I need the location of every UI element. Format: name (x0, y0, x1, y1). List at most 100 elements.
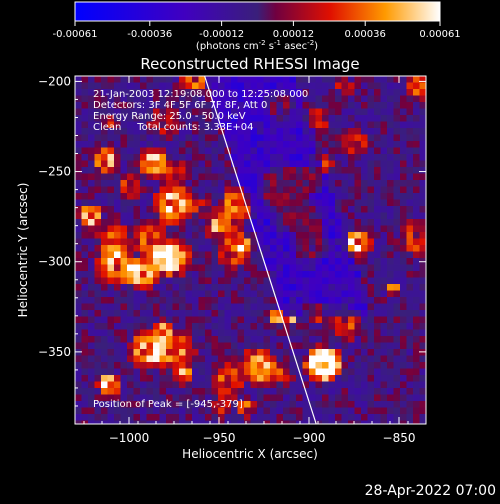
heatmap-cell (75, 180, 82, 187)
heatmap-cell (335, 108, 342, 116)
heatmap-cell (335, 212, 342, 220)
heatmap-cell (140, 76, 147, 83)
heatmap-cell (413, 342, 420, 350)
heatmap-cell (205, 238, 212, 246)
heatmap-cell (114, 212, 121, 220)
heatmap-cell (380, 316, 388, 324)
heatmap-cell (218, 238, 225, 246)
heatmap-cell (296, 258, 303, 265)
heatmap-cell (218, 414, 225, 421)
heatmap-cell (166, 147, 173, 155)
heatmap-cell (192, 290, 199, 298)
heatmap-cell (153, 310, 160, 317)
heatmap-cell (387, 128, 394, 135)
heatmap-cell (309, 102, 316, 109)
heatmap-cell (159, 186, 167, 194)
heatmap-cell (192, 134, 199, 142)
heatmap-cell (328, 349, 336, 356)
heatmap-cell (413, 297, 420, 304)
heatmap-cell (205, 225, 212, 233)
heatmap-cell (322, 407, 329, 415)
heatmap-cell (263, 128, 271, 135)
heatmap-cell (237, 316, 245, 324)
heatmap-cell (120, 212, 128, 220)
heatmap-cell (302, 128, 310, 135)
heatmap-cell (237, 238, 245, 246)
heatmap-cell (335, 284, 342, 291)
heatmap-cell (276, 368, 284, 376)
heatmap-cell (88, 186, 95, 194)
heatmap-cell (153, 355, 160, 363)
heatmap-cell (302, 115, 310, 122)
heatmap-cell (283, 258, 290, 265)
heatmap-cell (127, 271, 134, 278)
heatmap-cell (289, 232, 297, 239)
heatmap-cell (348, 388, 355, 395)
heatmap-cell (328, 375, 336, 382)
heatmap-cell (250, 95, 258, 103)
heatmap-cell (335, 264, 342, 272)
heatmap-cell (400, 102, 407, 109)
heatmap-cell (88, 245, 95, 252)
heatmap-cell (140, 264, 147, 272)
heatmap-cell (328, 102, 336, 109)
heatmap-cell (146, 303, 154, 311)
heatmap-cell (179, 355, 186, 363)
heatmap-cell (211, 407, 219, 415)
heatmap-cell (114, 134, 121, 142)
heatmap-cell (146, 154, 154, 161)
heatmap-cell (205, 82, 212, 90)
heatmap-cell (101, 193, 108, 200)
heatmap-cell (153, 167, 160, 174)
heatmap-cell (114, 180, 121, 187)
heatmap-cell (250, 271, 258, 278)
heatmap-cell (413, 245, 420, 252)
heatmap-cell (387, 232, 394, 239)
heatmap-cell (374, 89, 381, 96)
heatmap-cell (94, 134, 102, 142)
heatmap-cell (140, 147, 147, 155)
heatmap-cell (120, 121, 128, 129)
heatmap-cell (400, 297, 407, 304)
heatmap-cell (94, 95, 102, 103)
heatmap-cell (302, 193, 310, 200)
heatmap-cell (192, 271, 199, 278)
heatmap-cell (159, 323, 167, 330)
heatmap-cell (172, 147, 180, 155)
heatmap-cell (211, 381, 219, 389)
heatmap-cell (146, 414, 154, 421)
heatmap-cell (250, 232, 258, 239)
heatmap-cell (250, 173, 258, 181)
heatmap-cell (374, 82, 381, 90)
heatmap-cell (270, 258, 277, 265)
heatmap-cell (159, 121, 167, 129)
heatmap-cell (289, 199, 297, 207)
heatmap-cell (146, 316, 154, 324)
heatmap-cell (231, 277, 238, 285)
heatmap-cell (374, 381, 381, 389)
heatmap-cell (120, 368, 128, 376)
heatmap-cell (374, 180, 381, 187)
heatmap-cell (283, 82, 290, 90)
heatmap-cell (179, 401, 186, 408)
heatmap-cell (237, 290, 245, 298)
heatmap-cell (250, 128, 258, 135)
heatmap-cell (289, 277, 297, 285)
heatmap-cell (244, 128, 251, 135)
heatmap-cell (88, 108, 95, 116)
heatmap-cell (172, 290, 180, 298)
heatmap-cell (250, 355, 258, 363)
heatmap-cell (289, 323, 297, 330)
heatmap-cell (120, 290, 128, 298)
heatmap-cell (406, 212, 414, 220)
heatmap-cell (244, 134, 251, 142)
heatmap-cell (263, 232, 271, 239)
heatmap-cell (315, 342, 323, 350)
heatmap-cell (140, 381, 147, 389)
heatmap-cell (361, 225, 368, 233)
heatmap-cell (153, 173, 160, 181)
heatmap-cell (185, 199, 193, 207)
heatmap-cell (374, 290, 381, 298)
heatmap-cell (341, 193, 349, 200)
heatmap-cell (244, 420, 251, 424)
